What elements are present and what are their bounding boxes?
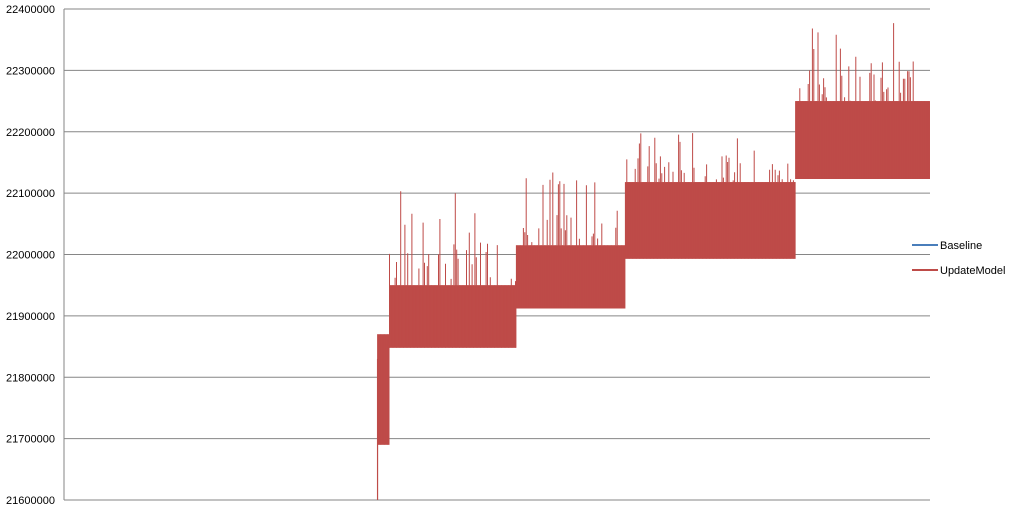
y-tick-label: 22100000 xyxy=(6,188,55,200)
legend-updatemodel-label: UpdateModel xyxy=(940,265,1005,277)
y-tick-label: 22400000 xyxy=(6,4,55,16)
series-line xyxy=(389,191,516,348)
series-line xyxy=(795,23,930,179)
y-axis-tick-labels: 21600000 21700000 21800000 21900000 22000000… xyxy=(6,4,55,507)
series-line xyxy=(377,334,390,445)
y-tick-label: 21600000 xyxy=(6,495,55,507)
y-tick-label: 21900000 xyxy=(6,311,55,323)
series-line xyxy=(624,133,796,259)
y-tick-label: 21700000 xyxy=(6,434,55,446)
series-layer xyxy=(376,23,930,500)
y-tick-label: 22200000 xyxy=(6,127,55,139)
legend-baseline-label: Baseline xyxy=(940,240,982,252)
y-tick-label: 22000000 xyxy=(6,250,55,262)
y-tick-label: 22300000 xyxy=(6,65,55,77)
y-tick-label: 21800000 xyxy=(6,372,55,384)
legend: Baseline UpdateModel xyxy=(912,240,1005,277)
series-line xyxy=(515,172,625,309)
